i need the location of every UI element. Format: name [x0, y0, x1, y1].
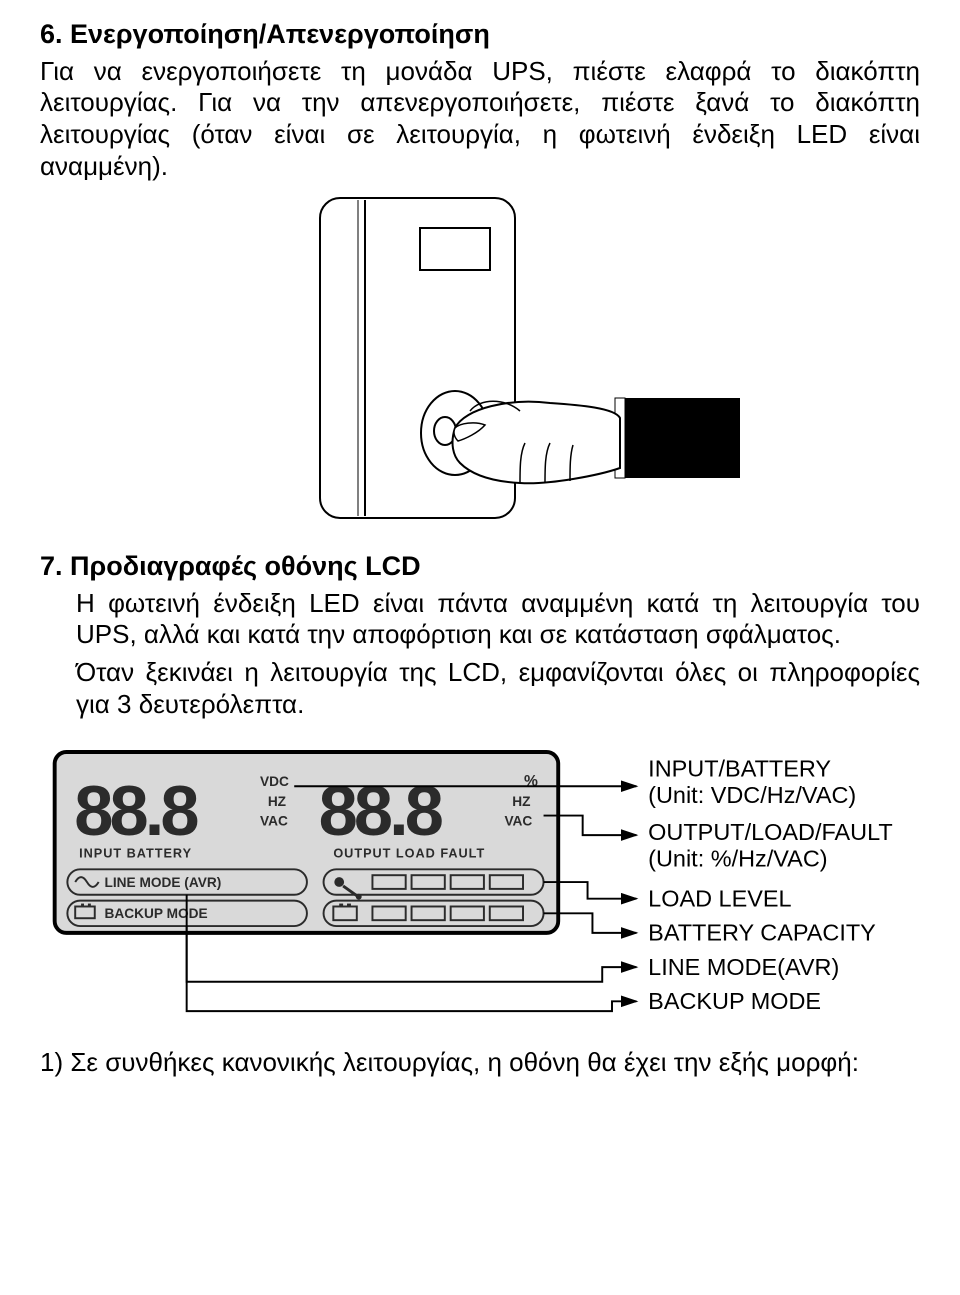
- svg-text:VDC: VDC: [260, 774, 289, 789]
- section7-paragraph-2: Όταν ξεκινάει η λειτουργία της LCD, εμφα…: [40, 657, 920, 720]
- callout-input-unit: (Unit: VDC/Hz/VAC): [648, 781, 856, 807]
- svg-text:88.8: 88.8: [319, 771, 442, 850]
- figure-ups-press: [40, 193, 920, 523]
- lcd-diagram: 88.8 VDC HZ VAC INPUT BATTERY 88.8 % HZ …: [40, 739, 920, 1029]
- callout-batt-cap: BATTERY CAPACITY: [648, 919, 876, 945]
- callout-backup: BACKUP MODE: [648, 988, 821, 1014]
- svg-text:INPUT BATTERY: INPUT BATTERY: [79, 845, 192, 860]
- section6-title: 6. Ενεργοποίηση/Απενεργοποίηση: [40, 18, 920, 52]
- figure-lcd: 88.8 VDC HZ VAC INPUT BATTERY 88.8 % HZ …: [40, 739, 920, 1029]
- svg-text:LINE MODE (AVR): LINE MODE (AVR): [105, 874, 222, 889]
- ups-press-illustration: [220, 193, 740, 523]
- page: 6. Ενεργοποίηση/Απενεργοποίηση Για να εν…: [0, 0, 960, 1295]
- svg-text:HZ: HZ: [512, 793, 530, 808]
- callout-output-unit: (Unit: %/Hz/VAC): [648, 845, 827, 871]
- callout-line-mode: LINE MODE(AVR): [648, 953, 839, 979]
- svg-text:BACKUP MODE: BACKUP MODE: [105, 906, 208, 921]
- section7-title: 7. Προδιαγραφές οθόνης LCD: [40, 551, 920, 582]
- footer-paragraph: 1) Σε συνθήκες κανονικής λειτουργίας, η …: [40, 1047, 920, 1079]
- callout-input-battery: INPUT/BATTERY: [648, 755, 831, 781]
- svg-text:HZ: HZ: [268, 793, 286, 808]
- callout-load: LOAD LEVEL: [648, 885, 791, 911]
- section6-paragraph: Για να ενεργοποιήσετε τη μονάδα UPS, πιέ…: [40, 56, 920, 183]
- section7-paragraph-1: Η φωτεινή ένδειξη LED είναι πάντα αναμμέ…: [40, 588, 920, 651]
- callout-output: OUTPUT/LOAD/FAULT: [648, 819, 893, 845]
- svg-text:88.8: 88.8: [74, 771, 197, 850]
- svg-text:OUTPUT LOAD FAULT: OUTPUT LOAD FAULT: [333, 845, 485, 860]
- svg-text:VAC: VAC: [260, 813, 288, 828]
- svg-text:VAC: VAC: [504, 813, 532, 828]
- svg-text:%: %: [524, 773, 538, 790]
